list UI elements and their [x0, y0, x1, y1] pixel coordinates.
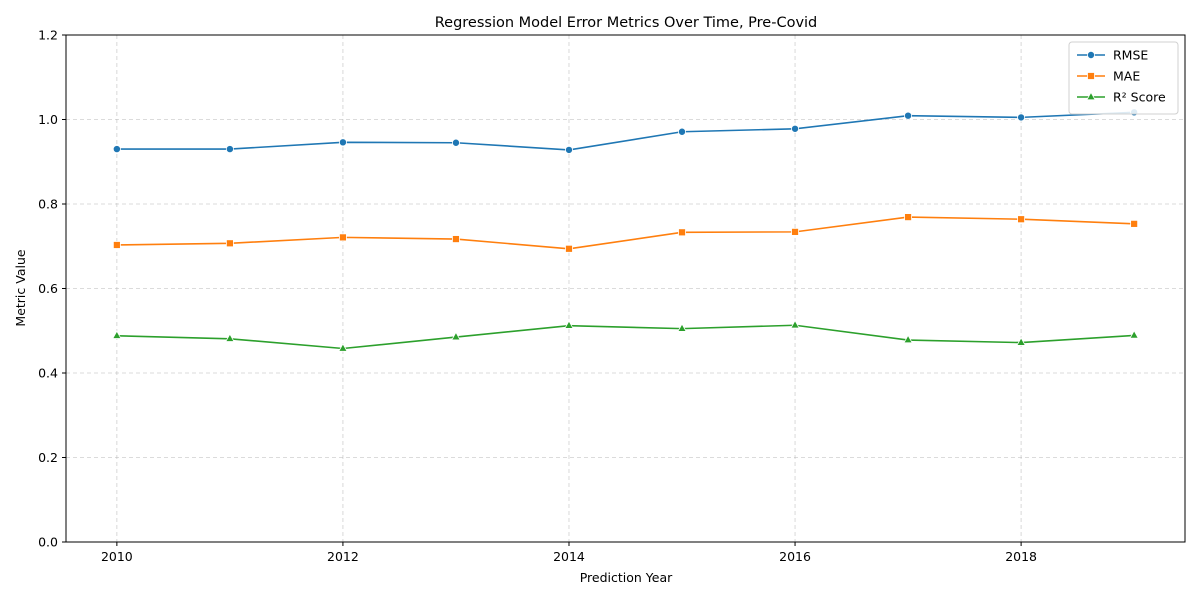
y-axis-label: Metric Value	[13, 249, 28, 326]
data-point	[452, 235, 460, 243]
legend-box	[1068, 41, 1179, 115]
data-point	[112, 241, 121, 249]
data-point	[225, 239, 234, 248]
y-tick-label: 0.4	[38, 366, 58, 381]
data-point	[1129, 329, 1139, 339]
data-point	[678, 127, 687, 136]
x-tick-label: 2016	[779, 549, 811, 564]
data-point	[451, 331, 461, 341]
data-point	[338, 343, 348, 352]
data-point	[338, 138, 347, 147]
data-point	[791, 227, 799, 236]
legend-label: R² Score	[1113, 90, 1166, 105]
series-2	[112, 319, 1139, 352]
y-tick-label: 1.0	[38, 112, 58, 127]
legend-label: MAE	[1113, 69, 1140, 84]
chart-title: Regression Model Error Metrics Over Time…	[435, 15, 818, 31]
data-point	[678, 228, 686, 237]
y-tick-label: 1.2	[38, 28, 58, 43]
legend-label: RMSE	[1113, 48, 1148, 63]
data-point	[903, 334, 913, 344]
legend-marker	[1087, 51, 1096, 60]
legend-marker	[1086, 91, 1096, 101]
y-tick-label: 0.6	[38, 281, 58, 296]
data-point	[904, 111, 913, 120]
data-point	[1017, 113, 1026, 122]
series-lines	[112, 108, 1139, 352]
series-line	[116, 324, 1135, 350]
data-point	[112, 145, 121, 154]
y-tick-label: 0.8	[38, 197, 58, 212]
data-point	[451, 138, 460, 147]
data-point	[564, 145, 573, 154]
legend-item: R² Score	[1077, 90, 1166, 105]
data-point	[339, 233, 347, 242]
x-tick-label: 2018	[1005, 549, 1037, 564]
x-axis-label: Prediction Year	[580, 570, 673, 585]
data-point	[791, 124, 800, 133]
x-tick-label: 2010	[101, 549, 133, 564]
data-point	[112, 330, 122, 339]
x-tick-label: 2012	[327, 549, 359, 564]
legend-marker	[1087, 72, 1095, 80]
legend: RMSE MAE R² Score	[1068, 41, 1179, 115]
x-tick-label: 2014	[553, 549, 585, 564]
data-point	[564, 320, 574, 329]
series-1	[112, 213, 1139, 253]
axis-ticks: 2010 2012 2014 2016 2018 0.0 0.2 0.4 0.6 0.8 1.0 1.…	[38, 28, 1037, 565]
data-point	[677, 323, 687, 332]
series-line	[116, 216, 1135, 250]
data-point	[904, 213, 912, 221]
data-point	[1017, 215, 1026, 224]
y-tick-label: 0.0	[38, 535, 58, 550]
data-point	[565, 244, 573, 253]
y-tick-label: 0.2	[38, 450, 58, 465]
series-line	[116, 111, 1135, 151]
legend-item: RMSE	[1077, 48, 1148, 63]
data-point	[225, 333, 235, 342]
legend-item: MAE	[1077, 69, 1140, 84]
data-point	[1130, 219, 1139, 228]
data-point	[790, 319, 800, 329]
data-point	[225, 145, 234, 154]
data-point	[1016, 337, 1026, 346]
